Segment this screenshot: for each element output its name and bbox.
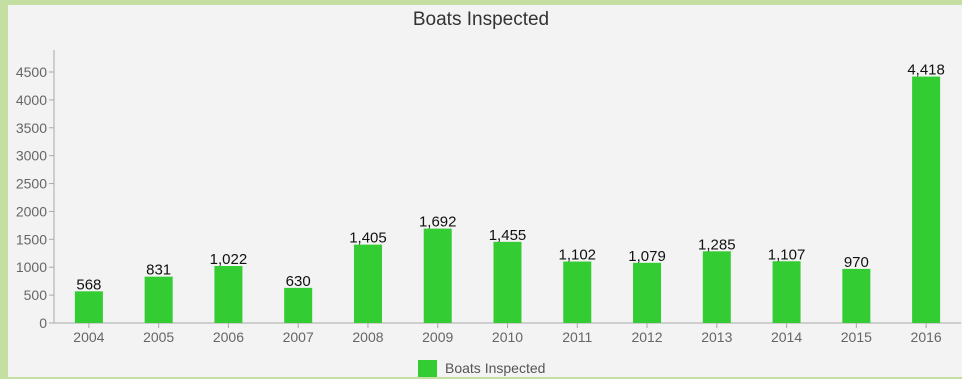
bar xyxy=(284,287,313,323)
bar xyxy=(144,276,173,323)
data-label: 831 xyxy=(146,262,171,279)
data-label: 1,079 xyxy=(628,248,666,265)
y-tick-label: 4000 xyxy=(16,92,47,108)
x-tick-label: 2016 xyxy=(911,329,942,345)
y-tick-label: 4500 xyxy=(16,64,47,80)
bar xyxy=(912,76,941,323)
legend[interactable]: Boats Inspected xyxy=(418,358,545,378)
x-tick-label: 2010 xyxy=(492,329,523,345)
x-tick-label: 2012 xyxy=(631,329,662,345)
data-label: 568 xyxy=(76,276,101,293)
data-label: 1,405 xyxy=(349,230,387,247)
data-label: 1,107 xyxy=(768,246,806,263)
y-tick-label: 500 xyxy=(24,287,48,303)
x-tick-label: 2013 xyxy=(701,329,732,345)
x-tick-label: 2014 xyxy=(771,329,802,345)
x-tick-label: 2005 xyxy=(143,329,174,345)
bar xyxy=(353,244,382,323)
data-label: 4,418 xyxy=(907,62,945,79)
bar xyxy=(563,261,592,323)
bar xyxy=(74,291,103,323)
y-tick-label: 2000 xyxy=(16,203,47,219)
bar xyxy=(214,265,243,323)
y-tick-label: 1500 xyxy=(16,231,47,247)
y-tick-label: 0 xyxy=(39,315,47,331)
data-label: 1,285 xyxy=(698,236,736,253)
y-tick-label: 2500 xyxy=(16,176,47,192)
y-tick-label: 1000 xyxy=(16,259,47,275)
y-tick-label: 3500 xyxy=(16,120,47,136)
data-label: 1,102 xyxy=(558,247,596,264)
data-label: 970 xyxy=(844,254,869,271)
legend-swatch xyxy=(418,359,437,377)
bar xyxy=(633,262,662,323)
y-tick-label: 3000 xyxy=(16,148,47,164)
x-tick-label: 2004 xyxy=(73,329,104,345)
data-label: 1,455 xyxy=(489,227,527,244)
bar xyxy=(842,268,871,323)
x-tick-label: 2015 xyxy=(841,329,872,345)
legend-label: Boats Inspected xyxy=(445,360,546,376)
bar xyxy=(702,251,731,323)
bar xyxy=(493,241,522,323)
x-tick-label: 2006 xyxy=(213,329,244,345)
x-tick-label: 2009 xyxy=(422,329,453,345)
x-tick-label: 2011 xyxy=(562,329,592,345)
chart-title: Boats Inspected xyxy=(412,9,550,30)
data-label: 630 xyxy=(286,273,311,290)
data-label: 1,692 xyxy=(419,214,457,231)
bar xyxy=(772,261,801,323)
data-label: 1,022 xyxy=(210,251,248,268)
x-tick-label: 2007 xyxy=(283,329,314,345)
bar xyxy=(423,228,452,323)
x-tick-label: 2008 xyxy=(352,329,383,345)
